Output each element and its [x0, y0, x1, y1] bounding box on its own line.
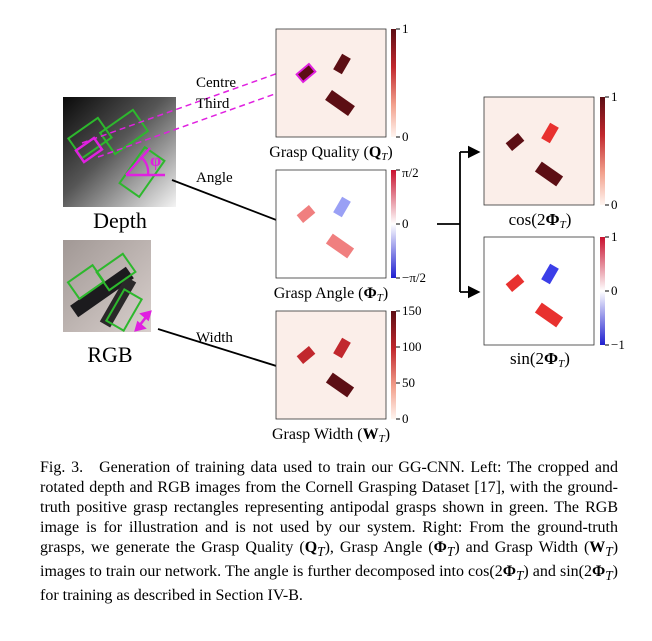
angle-title: Grasp Angle (ΦT)	[274, 285, 388, 304]
angle-map	[275, 169, 387, 279]
width-tick-50: 50	[402, 375, 415, 390]
caption-label: Fig. 3.	[40, 459, 84, 476]
rgb-image	[63, 240, 152, 332]
cos-title: cos(2ΦT)	[509, 210, 572, 231]
cos-tick-min: 0	[611, 197, 618, 212]
quality-tick-max: 1	[402, 21, 409, 36]
cos-colorbar: 1 0	[600, 89, 618, 212]
caption-w-sub: T	[605, 544, 613, 560]
caption-text-3: ) and Grasp Width (	[454, 539, 590, 556]
angle-label: Angle	[196, 170, 233, 186]
sin-tick-mid: 0	[611, 283, 618, 298]
caption-q-sub: T	[317, 544, 325, 560]
caption-text-4: ) images to train our network. The angle…	[40, 539, 619, 581]
sin-tick-min: −1	[611, 337, 625, 352]
angle-tick-max: π/2	[402, 165, 419, 180]
cos-tick-max: 1	[611, 89, 618, 104]
width-tick-150: 150	[402, 303, 422, 318]
centre-label: Centre	[196, 75, 236, 91]
phi-angle-symbol: φ	[150, 150, 161, 170]
sin-tick-max: 1	[611, 229, 618, 244]
caption-text-6: ) for training as described in Section I…	[40, 563, 618, 605]
caption-text-2: ), Grasp Angle (	[324, 539, 434, 556]
angle-tick-mid: 0	[402, 216, 409, 231]
width-title: Grasp Width (WT)	[272, 426, 390, 445]
sin-title: sin(2ΦT)	[510, 349, 570, 370]
figure-caption: Fig. 3. Generation of training data used …	[40, 458, 618, 606]
caption-text-5: ) and sin(2	[523, 563, 592, 581]
cos-map	[483, 96, 595, 206]
width-tick-0: 0	[402, 411, 409, 426]
caption-w-symbol: W	[589, 539, 606, 556]
sin-map	[483, 236, 595, 346]
caption-phi-symbol-2: Φ	[502, 563, 516, 581]
width-tick-100: 100	[402, 339, 422, 354]
rgb-label: RGB	[87, 342, 132, 367]
caption-q-symbol: Q	[304, 539, 318, 556]
caption-text-1: Generation of training data used to trai…	[40, 459, 618, 556]
caption-phi-symbol: Φ	[433, 539, 447, 556]
depth-highlight-grasp	[74, 136, 165, 177]
caption-phi-symbol-3: Φ	[591, 563, 606, 581]
rgb-grasp-rectangles	[66, 252, 144, 332]
depth-image: φ	[63, 97, 176, 207]
decompose-arrows	[437, 145, 481, 299]
quality-title: Grasp Quality (QT)	[269, 144, 392, 163]
quality-tick-min: 0	[402, 129, 409, 144]
caption-phi-sub: T	[446, 544, 455, 560]
angle-colorbar: π/2 0 −π/2	[391, 165, 426, 285]
quality-map	[275, 28, 387, 138]
width-label: Width	[196, 330, 233, 346]
caption-phi-sub-2: T	[515, 568, 524, 584]
depth-label: Depth	[93, 208, 147, 233]
third-label: Third	[196, 96, 230, 112]
width-colorbar: 150 100 50 0	[391, 303, 422, 426]
angle-tick-min: −π/2	[402, 270, 426, 285]
caption-phi-sub-3: T	[605, 568, 613, 584]
sin-colorbar: 1 0 −1	[600, 229, 625, 352]
rgb-width-indicator	[134, 310, 152, 332]
quality-colorbar: 1 0	[391, 21, 409, 144]
width-map	[275, 310, 387, 420]
depth-grasp-rectangles	[66, 108, 166, 199]
figure-diagram: φ Depth RGB Centre Third Angle Width	[63, 21, 625, 445]
